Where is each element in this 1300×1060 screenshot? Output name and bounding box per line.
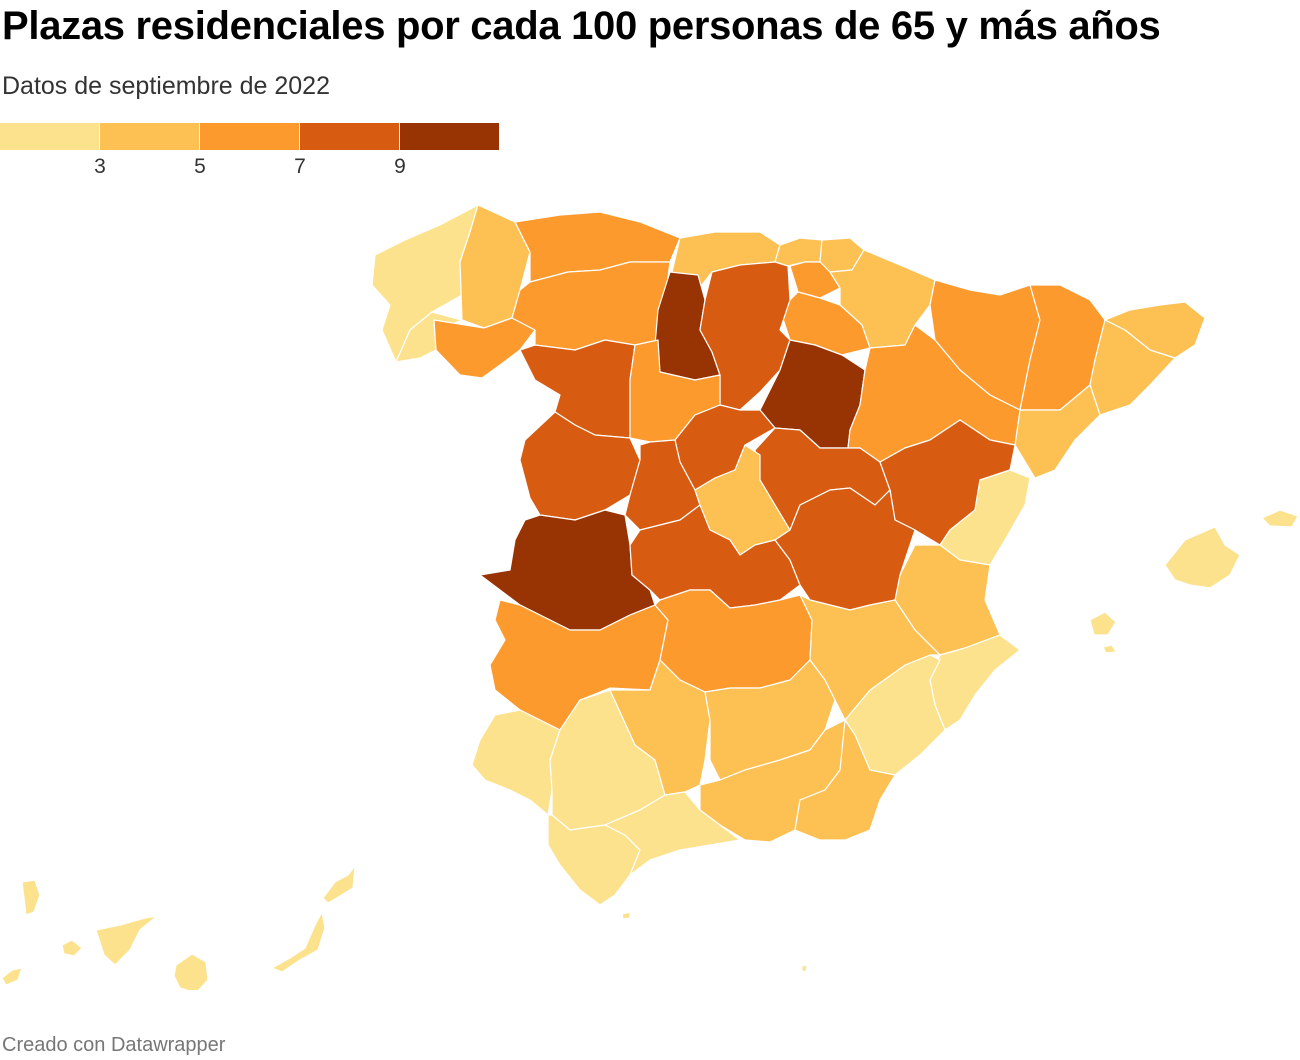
city-melilla[interactable] [801, 964, 808, 973]
province-cuenca[interactable] [774, 487, 916, 611]
province-ourense[interactable] [433, 317, 536, 379]
island-mallorca[interactable] [1164, 526, 1241, 589]
island-tenerife[interactable] [95, 915, 158, 966]
legend-tick-7: 7 [294, 155, 306, 178]
island-ibiza[interactable] [1089, 611, 1117, 636]
legend-tick-5: 5 [194, 155, 206, 178]
island-el-hierro[interactable] [1, 967, 23, 986]
footer-credit: Creado con Datawrapper [2, 1034, 226, 1056]
province-huelva[interactable] [471, 709, 561, 816]
legend-bin-4 [300, 123, 399, 150]
legend-tick-3: 3 [94, 155, 106, 178]
legend-bin-3 [200, 123, 299, 150]
province-a-coruna[interactable] [371, 204, 479, 363]
island-gran-canaria[interactable] [173, 953, 209, 990]
legend-tick-9: 9 [394, 155, 406, 178]
province-cordoba[interactable] [609, 659, 711, 796]
province-tarragona[interactable] [1014, 384, 1101, 479]
province-burgos[interactable] [699, 261, 791, 411]
island-la-gomera[interactable] [61, 939, 83, 957]
island-menorca[interactable] [1261, 509, 1299, 528]
island-fuerteventura[interactable] [271, 911, 326, 973]
legend-bin-2 [100, 123, 199, 150]
island-formentera[interactable] [1102, 644, 1117, 654]
province-malaga[interactable] [604, 791, 741, 876]
province-almeria[interactable] [794, 719, 896, 841]
city-ceuta[interactable] [621, 911, 631, 920]
province-zamora[interactable] [519, 339, 636, 439]
chart-subtitle: Datos de septiembre de 2022 [2, 72, 330, 100]
province-barcelona[interactable] [1089, 319, 1176, 416]
island-lanzarote[interactable] [322, 865, 356, 904]
island-la-palma[interactable] [21, 879, 41, 916]
province-map [1, 204, 1299, 990]
color-legend: 3 5 7 9 [0, 123, 500, 183]
legend-bin-1 [0, 123, 99, 150]
legend-bin-5 [400, 123, 499, 150]
chart-title: Plazas residenciales por cada 100 person… [2, 4, 1161, 48]
